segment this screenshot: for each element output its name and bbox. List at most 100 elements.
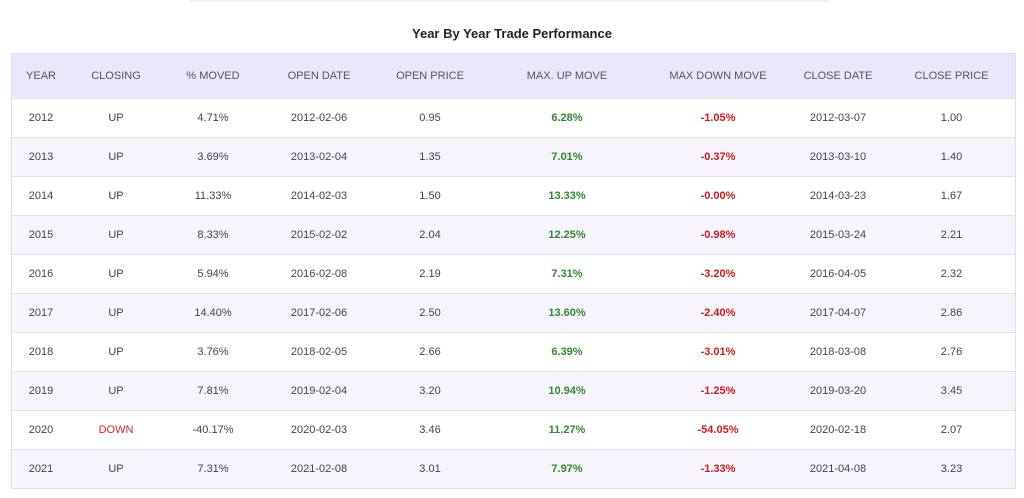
cell-open-price: 2.19 xyxy=(419,267,441,280)
table-row: 2018 UP 3.76% 2018-02-05 2.66 6.39% -3.0… xyxy=(12,332,1015,371)
table-row: 2021 UP 7.31% 2021-02-08 3.01 7.97% -1.3… xyxy=(12,449,1015,488)
cell-year: 2014 xyxy=(28,189,54,202)
cell-close-date: 2014-03-23 xyxy=(809,189,867,202)
cell-moved: 3.76% xyxy=(197,345,229,358)
cell-closing: UP xyxy=(108,306,124,319)
column-header-open-price[interactable]: OPEN PRICE xyxy=(396,69,464,82)
cell-moved: 14.40% xyxy=(194,306,232,319)
cell-close-price: 2.32 xyxy=(940,267,963,280)
column-header-open-date[interactable]: OPEN DATE xyxy=(287,69,351,82)
cell-year: 2015 xyxy=(28,228,54,241)
cell-max-up-move: 7.31% xyxy=(551,267,583,280)
cell-moved: -40.17% xyxy=(192,423,234,436)
column-header-max-up-move[interactable]: MAX. UP MOVE xyxy=(526,69,608,82)
header-row: YEAR CLOSING % MOVED OPEN DATE OPEN PRIC… xyxy=(12,54,1015,98)
cell-close-date: 2013-03-10 xyxy=(809,150,867,163)
cell-close-price: 2.86 xyxy=(940,306,963,319)
cell-moved: 11.33% xyxy=(194,189,232,202)
cell-closing: UP xyxy=(108,384,124,397)
cell-year: 2018 xyxy=(28,345,54,358)
cell-open-date: 2020-02-03 xyxy=(290,423,348,436)
cell-close-date: 2020-02-18 xyxy=(809,423,867,436)
cell-open-date: 2018-02-05 xyxy=(290,345,348,358)
cell-open-price: 2.50 xyxy=(419,306,441,319)
cell-close-date: 2015-03-24 xyxy=(809,228,867,241)
cell-closing: UP xyxy=(108,267,124,280)
cell-max-down-move: -0.37% xyxy=(700,150,736,163)
cell-year: 2013 xyxy=(28,150,54,163)
cell-close-date: 2018-03-08 xyxy=(809,345,867,358)
cell-closing: DOWN xyxy=(98,423,134,436)
cell-open-date: 2019-02-04 xyxy=(290,384,348,397)
cell-close-price: 1.00 xyxy=(940,111,963,124)
column-header-close-date[interactable]: CLOSE DATE xyxy=(803,69,873,82)
cell-max-up-move: 11.27% xyxy=(548,423,586,436)
cell-close-date: 2017-04-07 xyxy=(809,306,867,319)
cell-open-date: 2012-02-06 xyxy=(290,111,348,124)
cell-moved: 8.33% xyxy=(197,228,229,241)
cell-year: 2012 xyxy=(28,111,54,124)
cell-open-date: 2013-02-04 xyxy=(290,150,348,163)
table-row: 2017 UP 14.40% 2017-02-06 2.50 13.60% -2… xyxy=(12,293,1015,332)
cell-close-price: 1.67 xyxy=(940,189,963,202)
cell-year: 2020 xyxy=(28,423,54,436)
cell-open-price: 3.20 xyxy=(419,384,441,397)
cell-close-price: 1.40 xyxy=(940,150,963,163)
cell-moved: 7.31% xyxy=(197,462,229,475)
column-header-max-down-move[interactable]: MAX DOWN MOVE xyxy=(669,69,767,82)
cell-max-down-move: -3.20% xyxy=(700,267,736,280)
cell-moved: 5.94% xyxy=(197,267,229,280)
cell-open-price: 2.04 xyxy=(419,228,441,241)
cell-open-date: 2021-02-08 xyxy=(290,462,348,475)
cell-max-down-move: -54.05% xyxy=(697,423,739,436)
cell-close-date: 2021-04-08 xyxy=(809,462,867,475)
cell-moved: 7.81% xyxy=(197,384,229,397)
table-row: 2015 UP 8.33% 2015-02-02 2.04 12.25% -0.… xyxy=(12,215,1015,254)
cell-max-down-move: -2.40% xyxy=(700,306,736,319)
cell-open-price: 3.46 xyxy=(419,423,441,436)
cell-max-up-move: 7.01% xyxy=(551,150,583,163)
table-row: 2012 UP 4.71% 2012-02-06 0.95 6.28% -1.0… xyxy=(12,98,1015,137)
table-row: 2020 DOWN -40.17% 2020-02-03 3.46 11.27%… xyxy=(12,410,1015,449)
cell-max-down-move: -1.33% xyxy=(700,462,736,475)
cell-closing: UP xyxy=(108,462,124,475)
column-header-year[interactable]: YEAR xyxy=(26,69,56,82)
table-row: 2019 UP 7.81% 2019-02-04 3.20 10.94% -1.… xyxy=(12,371,1015,410)
cell-open-price: 3.01 xyxy=(419,462,441,475)
cell-max-down-move: -1.05% xyxy=(700,111,736,124)
cell-max-down-move: -0.98% xyxy=(700,228,736,241)
performance-table: YEAR CLOSING % MOVED OPEN DATE OPEN PRIC… xyxy=(12,54,1015,488)
cell-max-up-move: 7.97% xyxy=(551,462,583,475)
cell-max-up-move: 13.33% xyxy=(548,189,586,202)
cell-year: 2021 xyxy=(28,462,54,475)
cell-close-price: 3.45 xyxy=(940,384,963,397)
cell-max-down-move: -0.00% xyxy=(700,189,736,202)
cell-close-date: 2019-03-20 xyxy=(809,384,867,397)
column-header-moved[interactable]: % MOVED xyxy=(186,69,240,82)
table-row: 2014 UP 11.33% 2014-02-03 1.50 13.33% -0… xyxy=(12,176,1015,215)
cell-year: 2019 xyxy=(28,384,54,397)
cell-open-date: 2015-02-02 xyxy=(290,228,348,241)
cell-close-price: 3.23 xyxy=(940,462,963,475)
column-header-closing[interactable]: CLOSING xyxy=(91,69,141,82)
cell-open-date: 2014-02-03 xyxy=(290,189,348,202)
performance-table-container: YEAR CLOSING % MOVED OPEN DATE OPEN PRIC… xyxy=(11,53,1016,489)
cell-closing: UP xyxy=(108,111,124,124)
cell-open-date: 2017-02-06 xyxy=(290,306,348,319)
cell-closing: UP xyxy=(108,189,124,202)
cell-max-up-move: 12.25% xyxy=(548,228,586,241)
cell-max-up-move: 13.60% xyxy=(548,306,586,319)
cell-close-price: 2.07 xyxy=(940,423,963,436)
column-header-close-price[interactable]: CLOSE PRICE xyxy=(914,69,989,82)
table-body: 2012 UP 4.71% 2012-02-06 0.95 6.28% -1.0… xyxy=(12,98,1015,488)
cell-year: 2016 xyxy=(28,267,54,280)
cell-max-down-move: -3.01% xyxy=(700,345,736,358)
cell-close-date: 2016-04-05 xyxy=(809,267,867,280)
cell-moved: 4.71% xyxy=(197,111,229,124)
table-row: 2013 UP 3.69% 2013-02-04 1.35 7.01% -0.3… xyxy=(12,137,1015,176)
cell-max-up-move: 6.39% xyxy=(551,345,583,358)
cell-closing: UP xyxy=(108,228,124,241)
cell-max-up-move: 6.28% xyxy=(551,111,583,124)
cell-open-price: 2.66 xyxy=(419,345,441,358)
